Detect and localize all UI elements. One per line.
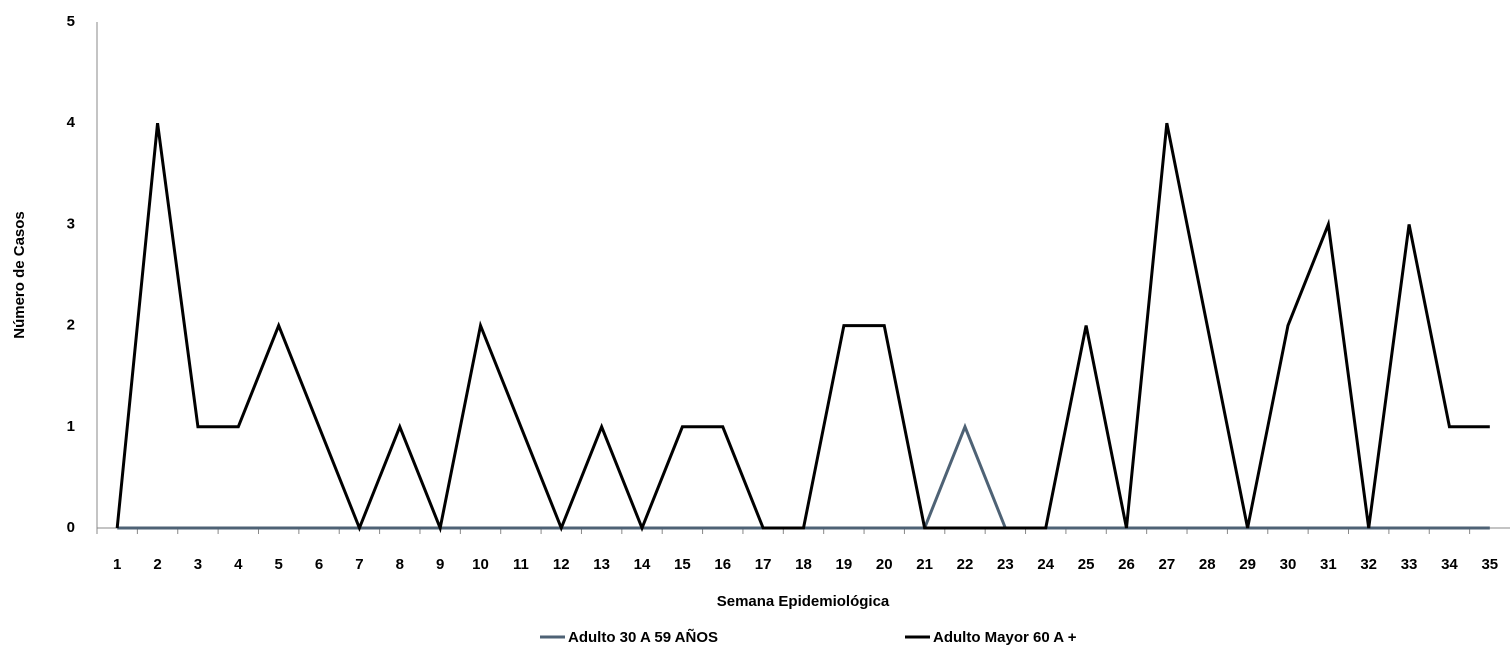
y-axis-title: Número de Casos bbox=[11, 211, 28, 339]
x-tick-label: 5 bbox=[274, 556, 282, 573]
x-tick-label: 2 bbox=[153, 556, 161, 573]
x-tick-label: 26 bbox=[1118, 556, 1135, 573]
x-tick-label: 35 bbox=[1481, 556, 1498, 573]
x-tick-label: 25 bbox=[1078, 556, 1095, 573]
x-tick-label: 29 bbox=[1239, 556, 1256, 573]
x-tick-label: 1 bbox=[113, 556, 121, 573]
x-tick-label: 13 bbox=[593, 556, 610, 573]
x-tick-label: 34 bbox=[1441, 556, 1458, 573]
y-tick-label: 3 bbox=[67, 215, 75, 232]
x-tick-label: 11 bbox=[513, 556, 529, 573]
series-line bbox=[117, 422, 1490, 530]
x-tick-label: 9 bbox=[436, 556, 444, 573]
x-tick-label: 16 bbox=[714, 556, 731, 573]
x-tick-label: 32 bbox=[1360, 556, 1377, 573]
x-tick-label: 3 bbox=[194, 556, 202, 573]
x-tick-label: 23 bbox=[997, 556, 1014, 573]
x-tick-label: 22 bbox=[957, 556, 974, 573]
x-tick-label: 12 bbox=[553, 556, 570, 573]
x-tick-label: 19 bbox=[836, 556, 853, 573]
y-tick-label: 4 bbox=[67, 114, 76, 131]
x-tick-label: 30 bbox=[1280, 556, 1297, 573]
x-tick-label: 28 bbox=[1199, 556, 1216, 573]
x-tick-label: 24 bbox=[1037, 556, 1054, 573]
x-tick-label: 31 bbox=[1320, 556, 1337, 573]
x-tick-label: 18 bbox=[795, 556, 812, 573]
x-tick-label: 8 bbox=[396, 556, 404, 573]
x-tick-label: 6 bbox=[315, 556, 323, 573]
x-axis-title: Semana Epidemiológica bbox=[717, 593, 890, 610]
series-line bbox=[115, 122, 1490, 534]
y-tick-label: 5 bbox=[67, 13, 75, 30]
x-tick-label: 20 bbox=[876, 556, 893, 573]
y-tick-label: 1 bbox=[67, 418, 75, 435]
legend-label: Adulto 30 A 59 AÑOS bbox=[568, 628, 718, 646]
y-tick-label: 0 bbox=[67, 519, 75, 536]
x-tick-label: 33 bbox=[1401, 556, 1418, 573]
x-tick-label: 4 bbox=[234, 556, 243, 573]
x-tick-label: 21 bbox=[916, 556, 933, 573]
y-tick-label: 2 bbox=[67, 317, 75, 334]
x-tick-label: 14 bbox=[634, 556, 651, 573]
x-tick-label: 7 bbox=[355, 556, 363, 573]
x-tick-label: 10 bbox=[472, 556, 489, 573]
legend-label: Adulto Mayor 60 A + bbox=[933, 629, 1077, 646]
x-tick-label: 15 bbox=[674, 556, 691, 573]
x-tick-label: 27 bbox=[1158, 556, 1175, 573]
x-tick-label: 17 bbox=[755, 556, 772, 573]
